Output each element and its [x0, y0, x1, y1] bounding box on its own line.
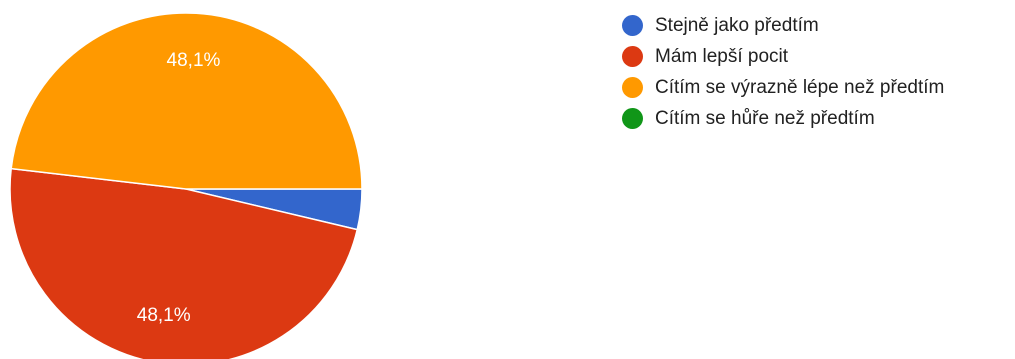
legend-label: Mám lepší pocit — [655, 45, 789, 67]
legend-item-3: Cítím se hůře než předtím — [622, 103, 944, 134]
pie-slice-2 — [10, 12, 363, 190]
legend-swatch-icon — [622, 46, 643, 67]
legend-swatch-icon — [622, 15, 643, 36]
pie-slice-1 — [9, 167, 359, 359]
legend-label: Cítím se výrazně lépe než předtím — [655, 76, 945, 98]
legend-label: Stejně jako předtím — [655, 14, 819, 36]
legend-item-1: Mám lepší pocit — [622, 41, 944, 72]
legend-swatch-icon — [622, 77, 643, 98]
chart-legend: Stejně jako předtím Mám lepší pocit Cítím … — [622, 10, 944, 134]
legend-item-0: Stejně jako předtím — [622, 10, 944, 41]
legend-label: Cítím se hůře než předtím — [655, 107, 875, 129]
legend-item-2: Cítím se výrazně lépe než předtím — [622, 72, 944, 103]
slice-data-label-1: 48,1% — [137, 305, 191, 326]
pie-chart: 48,1% 48,1% — [9, 12, 363, 359]
slice-data-label-2: 48,1% — [167, 50, 221, 71]
legend-swatch-icon — [622, 108, 643, 129]
